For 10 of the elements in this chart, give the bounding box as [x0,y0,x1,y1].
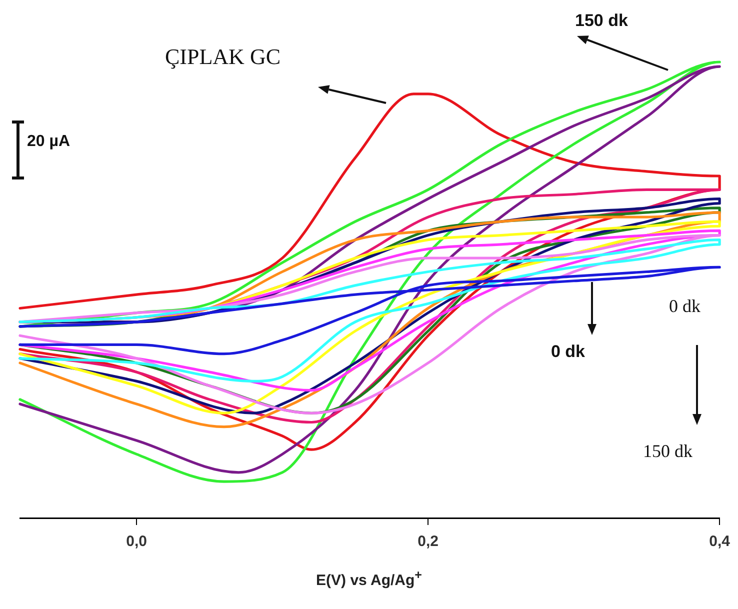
annotation: 0 dk [669,296,700,316]
text: 150 dk [575,11,628,30]
annotation: 0 dk [551,342,586,361]
x-tick-label: 0,0 [126,533,148,550]
x-tick-label: 0,2 [418,533,439,550]
annotation: 20 µA [27,133,70,150]
x-axis-title: E(V) vs Ag/Ag$^{+}$ [315,568,423,589]
x-tick-label: 0,4 [709,533,731,550]
annotation: 150 dk [643,441,692,461]
annotation: ÇIPLAK GC [165,44,281,69]
